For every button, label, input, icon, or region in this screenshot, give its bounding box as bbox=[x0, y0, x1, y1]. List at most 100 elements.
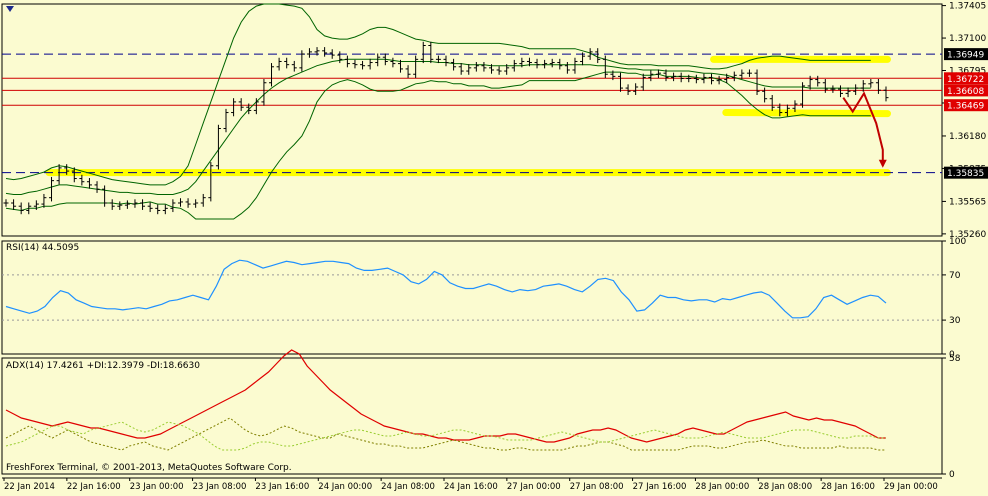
x-axis-label: 23 Jan 00:00 bbox=[130, 482, 184, 492]
price-bar bbox=[564, 62, 570, 74]
rsi-axis-label: 70 bbox=[949, 271, 961, 281]
price-bar bbox=[360, 60, 366, 70]
price-bar bbox=[860, 80, 866, 92]
price-label-text: 1.35835 bbox=[947, 169, 984, 179]
price-bar bbox=[109, 199, 115, 210]
price-bar bbox=[655, 69, 661, 78]
price-bar bbox=[26, 202, 32, 215]
adx-title: ADX(14) 17.4261 +DI:12.3979 -DI:18.6630 bbox=[6, 361, 200, 371]
y-axis-label: 1.36180 bbox=[949, 132, 986, 142]
price-bar bbox=[132, 199, 138, 208]
price-bar bbox=[177, 198, 183, 207]
price-bar bbox=[777, 103, 783, 117]
price-bar bbox=[481, 62, 487, 72]
x-axis-label: 24 Jan 08:00 bbox=[381, 482, 435, 492]
price-bar bbox=[215, 124, 221, 170]
price-bar bbox=[762, 87, 768, 103]
price-bar bbox=[784, 104, 790, 117]
x-axis-label: 24 Jan 00:00 bbox=[318, 482, 372, 492]
price-bar bbox=[534, 58, 540, 69]
rsi-axis-label: 30 bbox=[949, 316, 961, 326]
minus-di-line bbox=[5, 421, 886, 451]
price-bar bbox=[246, 103, 252, 115]
x-axis-label: 27 Jan 08:00 bbox=[570, 482, 624, 492]
price-bar bbox=[602, 55, 608, 78]
price-bar bbox=[86, 178, 92, 189]
price-bar bbox=[678, 72, 684, 83]
price-bar bbox=[625, 84, 631, 95]
price-bar bbox=[140, 199, 146, 210]
plus-di-line bbox=[5, 417, 886, 451]
price-bar bbox=[162, 204, 168, 215]
price-bar bbox=[800, 82, 806, 108]
price-label-text: 1.36949 bbox=[947, 51, 984, 61]
price-bar bbox=[686, 74, 692, 83]
x-axis-label: 22 Jan 2014 bbox=[4, 482, 55, 492]
price-bar bbox=[648, 70, 654, 82]
price-bar bbox=[489, 64, 495, 74]
price-label-box bbox=[944, 72, 988, 85]
price-bar bbox=[822, 79, 828, 93]
price-bar bbox=[41, 193, 47, 208]
price-bar bbox=[587, 48, 593, 60]
price-bar bbox=[200, 193, 206, 207]
price-label-text: 1.36722 bbox=[947, 75, 984, 85]
price-panel-frame bbox=[1, 3, 943, 237]
price-bar bbox=[223, 108, 229, 133]
price-bar bbox=[337, 51, 343, 64]
price-bar bbox=[352, 59, 358, 69]
price-bars bbox=[3, 41, 889, 215]
price-bar bbox=[580, 52, 586, 66]
price-bar bbox=[724, 73, 730, 84]
price-bar bbox=[3, 199, 9, 207]
price-bar bbox=[837, 85, 843, 98]
price-bar bbox=[269, 63, 275, 87]
price-bar bbox=[193, 199, 199, 208]
price-bar bbox=[185, 198, 191, 208]
price-label-box bbox=[944, 166, 988, 179]
price-bar bbox=[633, 83, 639, 95]
triangle-down-icon bbox=[6, 6, 14, 12]
forecast-arrow-line bbox=[842, 91, 884, 166]
price-bar bbox=[382, 53, 388, 66]
price-bar bbox=[322, 47, 328, 57]
price-bar bbox=[314, 47, 320, 56]
y-axis-label: 1.35565 bbox=[949, 197, 986, 207]
price-bar bbox=[458, 63, 464, 75]
price-bar bbox=[739, 69, 745, 80]
x-axis-label: 28 Jan 00:00 bbox=[695, 482, 749, 492]
price-bar bbox=[238, 98, 244, 111]
price-bar bbox=[701, 73, 707, 84]
price-bar bbox=[754, 69, 760, 95]
upper-band-line bbox=[5, 3, 871, 186]
price-bar bbox=[208, 162, 214, 202]
price-bar bbox=[792, 100, 798, 113]
price-bar bbox=[397, 59, 403, 73]
price-bar bbox=[11, 199, 17, 210]
price-label-box bbox=[944, 84, 988, 97]
price-bar bbox=[549, 58, 555, 68]
price-bar bbox=[291, 60, 297, 72]
price-bar bbox=[572, 57, 578, 74]
price-bar bbox=[693, 74, 699, 84]
price-bar bbox=[542, 59, 548, 69]
price-bar bbox=[519, 57, 525, 68]
price-bar bbox=[716, 75, 722, 85]
price-bar bbox=[284, 57, 290, 69]
price-bar bbox=[769, 94, 775, 111]
price-bar bbox=[49, 176, 55, 202]
price-bar bbox=[671, 72, 677, 82]
price-bar bbox=[746, 69, 752, 77]
x-axis-label: 22 Jan 16:00 bbox=[67, 482, 121, 492]
rsi-axis-label: 0 bbox=[949, 350, 955, 360]
price-bar bbox=[504, 64, 510, 75]
adx-panel-frame bbox=[1, 357, 943, 475]
price-bar bbox=[405, 65, 411, 78]
x-axis-label: 28 Jan 16:00 bbox=[821, 482, 875, 492]
price-bar bbox=[306, 48, 312, 58]
rsi-line bbox=[5, 259, 887, 319]
price-bar bbox=[276, 57, 282, 71]
